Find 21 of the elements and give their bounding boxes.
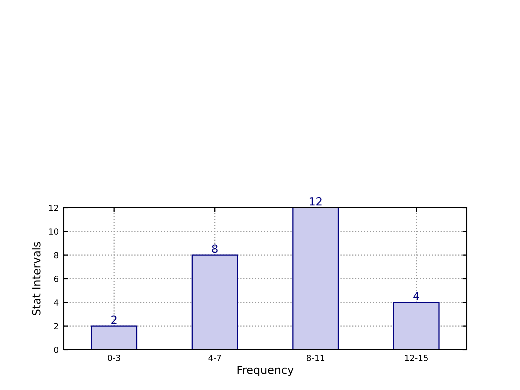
data-label: 8 <box>212 244 218 254</box>
bar <box>91 326 138 350</box>
bar <box>393 302 440 350</box>
y-tick-label: 10 <box>49 228 59 235</box>
y-tick-label: 4 <box>54 300 59 306</box>
x-tick-label: 8-11 <box>306 354 325 362</box>
y-axis-title: Stat Intervals <box>32 242 41 316</box>
y-tick-label: 2 <box>54 323 58 330</box>
data-label: 2 <box>112 316 117 324</box>
x-tick-label: 0-3 <box>108 354 120 362</box>
y-tick-label: 8 <box>54 252 59 259</box>
x-tick-label: 4-7 <box>208 355 222 362</box>
data-label: 12 <box>310 197 322 206</box>
x-axis-title: Frequency <box>238 366 294 376</box>
data-label: 4 <box>414 292 420 300</box>
bar <box>192 254 238 350</box>
y-tick-label: 0 <box>54 346 59 354</box>
y-tick-label: 6 <box>54 276 59 282</box>
bar <box>292 208 340 350</box>
y-tick-label: 12 <box>49 204 58 212</box>
x-tick-label: 12-15 <box>405 354 428 362</box>
